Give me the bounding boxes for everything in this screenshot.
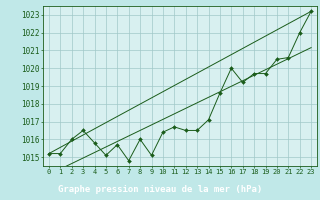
Text: Graphe pression niveau de la mer (hPa): Graphe pression niveau de la mer (hPa) xyxy=(58,185,262,194)
